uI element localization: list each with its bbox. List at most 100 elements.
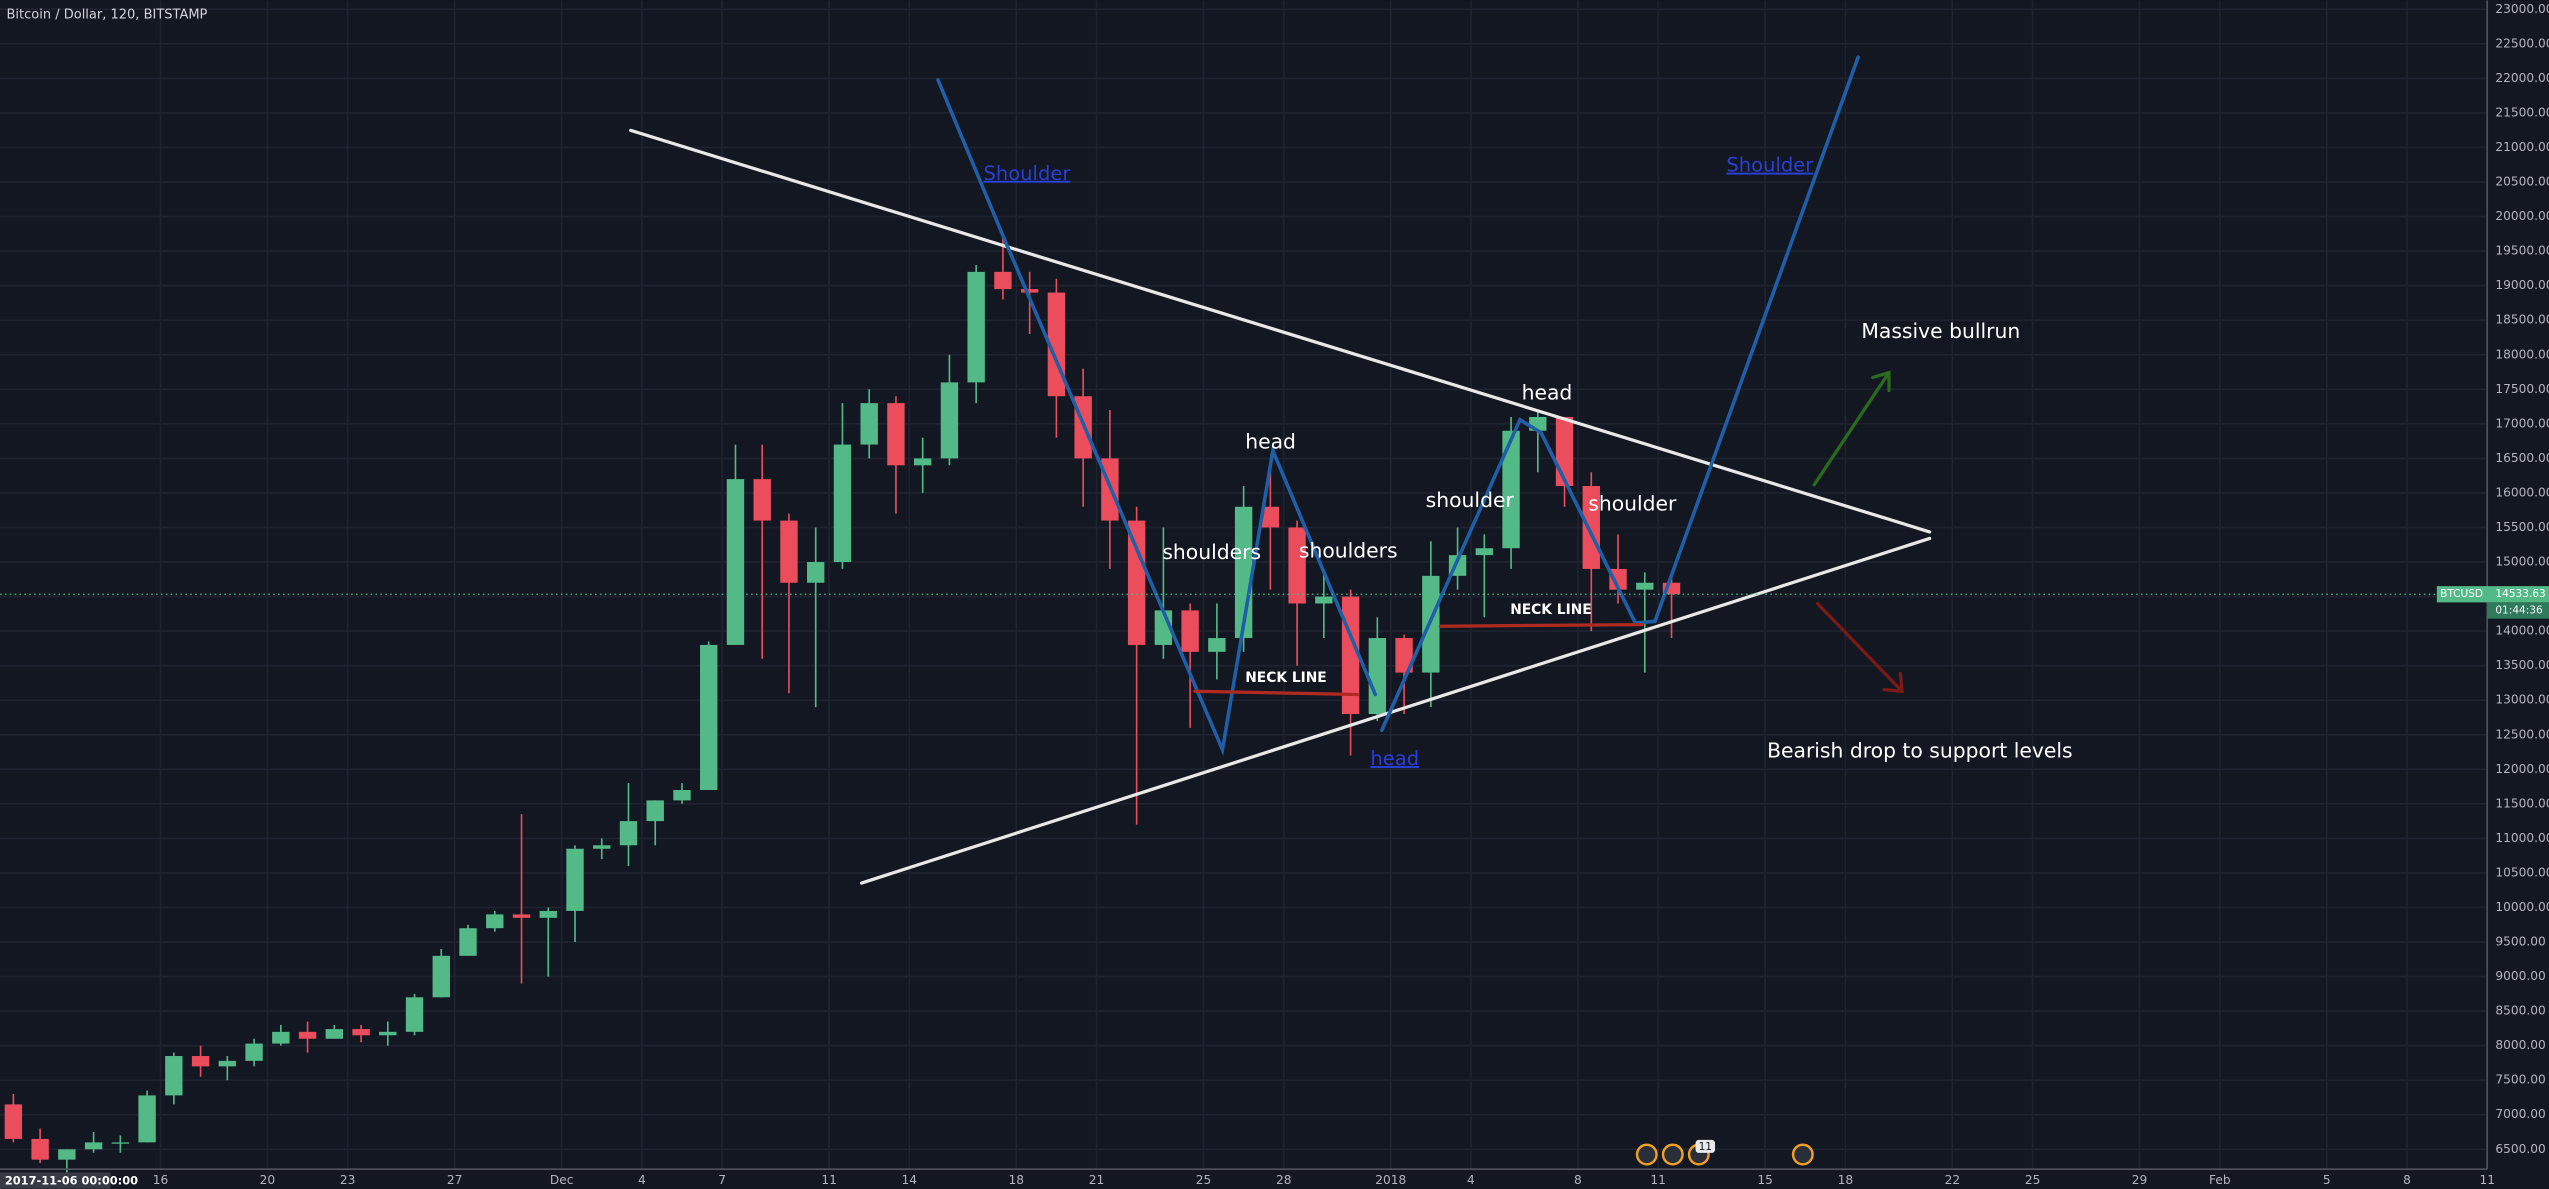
candle-body — [298, 1031, 317, 1039]
candle-body — [833, 444, 852, 563]
annotation: shoulder — [1426, 488, 1515, 512]
drawings — [629, 55, 1932, 885]
candle-body — [512, 914, 531, 918]
y-tick-label: 13000.00 — [2495, 693, 2549, 707]
x-tick-label: 14 — [902, 1173, 918, 1187]
x-tick-label: 16 — [153, 1173, 169, 1187]
candle-body — [700, 644, 718, 791]
y-tick-label: 8000.00 — [2495, 1038, 2545, 1052]
y-tick-label: 6500.00 — [2495, 1142, 2545, 1156]
countdown-badge — [2487, 602, 2549, 619]
candle-body — [994, 271, 1012, 290]
grid — [0, 0, 2489, 1170]
candle-body — [1261, 506, 1280, 528]
annotation: head — [1522, 381, 1573, 405]
x-tick-label: 28 — [1276, 1173, 1292, 1187]
candle-body — [1502, 430, 1520, 549]
event-icon[interactable] — [1791, 1143, 1814, 1166]
cursor-label-bg — [0, 1172, 111, 1189]
x-tick-label: 4 — [638, 1173, 646, 1187]
x-tick-label: 11 — [821, 1173, 837, 1187]
y-tick-label: 23000.00 — [2495, 2, 2549, 16]
annotation: shoulders — [1299, 538, 1398, 562]
cursor-time-label: 2017-11-06 00:00:00 — [5, 1173, 138, 1187]
candle-body — [84, 1142, 103, 1150]
candles — [4, 237, 1681, 1188]
candle-body — [619, 821, 638, 846]
x-tick-label: 8 — [1574, 1173, 1582, 1187]
annotation: Bearish drop to support levels — [1767, 738, 2073, 762]
candle-body — [1555, 416, 1574, 487]
x-tick-label: 11 — [1650, 1173, 1666, 1187]
candle-body — [1288, 527, 1306, 604]
x-tick-label: 15 — [1757, 1173, 1773, 1187]
x-tick-label: 22 — [1945, 1173, 1961, 1187]
x-tick-label: 27 — [447, 1173, 463, 1187]
annotation: shoulders — [1162, 540, 1261, 564]
candle-body — [913, 458, 932, 466]
arrow-head — [1882, 671, 1904, 694]
y-tick-label: 15500.00 — [2495, 520, 2549, 534]
countdown: 01:44:36 — [2495, 605, 2543, 617]
candle-body — [940, 382, 959, 459]
y-tick-label: 16500.00 — [2495, 451, 2549, 465]
x-tick-label: 29 — [2132, 1173, 2148, 1187]
candle-body — [1475, 548, 1494, 556]
candle-body — [539, 910, 557, 918]
x-tick-label: 18 — [1838, 1173, 1854, 1187]
candle-body — [1208, 638, 1226, 652]
candle-body — [1582, 486, 1600, 569]
annotation: shoulder — [1588, 491, 1677, 515]
annotation: Shoulder — [984, 162, 1072, 185]
x-tick-label: 5 — [2323, 1173, 2331, 1187]
candle-body — [31, 1138, 49, 1160]
candle-body — [1662, 582, 1681, 595]
y-tick-label: 7500.00 — [2495, 1073, 2545, 1087]
x-tick-label: 21 — [1089, 1173, 1105, 1187]
y-tick-label: 18000.00 — [2495, 347, 2549, 361]
y-tick-label: 12000.00 — [2495, 762, 2549, 776]
candle-body — [486, 914, 504, 929]
y-tick-label: 18500.00 — [2495, 313, 2549, 327]
x-tick-label: 8 — [2403, 1173, 2411, 1187]
y-tick-label: 14000.00 — [2495, 624, 2549, 638]
trend-line — [859, 536, 1932, 885]
annotation: head — [1370, 747, 1419, 770]
candle-body — [726, 479, 745, 645]
y-tick-label: 11500.00 — [2495, 796, 2549, 810]
candle-body — [218, 1060, 237, 1067]
x-tick-label: 2018 — [1375, 1173, 1406, 1187]
y-tick-label: 16000.00 — [2495, 485, 2549, 499]
event-icon[interactable] — [1635, 1143, 1658, 1166]
candle-body — [753, 479, 771, 521]
candle-body — [432, 955, 450, 998]
event-icon[interactable] — [1661, 1143, 1684, 1166]
candle-body — [967, 271, 985, 383]
y-tick-label: 20000.00 — [2495, 209, 2549, 223]
candle-body — [1127, 520, 1146, 645]
candle-body — [245, 1043, 263, 1061]
y-tick-label: 17500.00 — [2495, 382, 2549, 396]
x-tick-label: Dec — [550, 1173, 574, 1187]
annotation: NECK LINE — [1510, 602, 1591, 618]
annotation: Shoulder — [1726, 154, 1814, 177]
arrow — [1812, 370, 1891, 487]
candle-body — [138, 1095, 156, 1143]
y-tick-label: 11000.00 — [2495, 831, 2549, 845]
candle-body — [887, 403, 905, 466]
y-tick-label: 10500.00 — [2495, 865, 2549, 879]
arrow — [1815, 601, 1904, 693]
x-tick-label: 4 — [1467, 1173, 1475, 1187]
candle-body — [1395, 638, 1413, 673]
candle-body — [272, 1031, 290, 1044]
candle-body — [1609, 568, 1627, 590]
neck-line — [1193, 689, 1360, 697]
y-tick-label: 22500.00 — [2495, 36, 2549, 50]
x-tick-label: 23 — [340, 1173, 356, 1187]
candle-body — [593, 845, 611, 849]
y-tick-label: 12500.00 — [2495, 727, 2549, 741]
candle-body — [807, 562, 825, 583]
arrow-head — [1871, 370, 1891, 393]
